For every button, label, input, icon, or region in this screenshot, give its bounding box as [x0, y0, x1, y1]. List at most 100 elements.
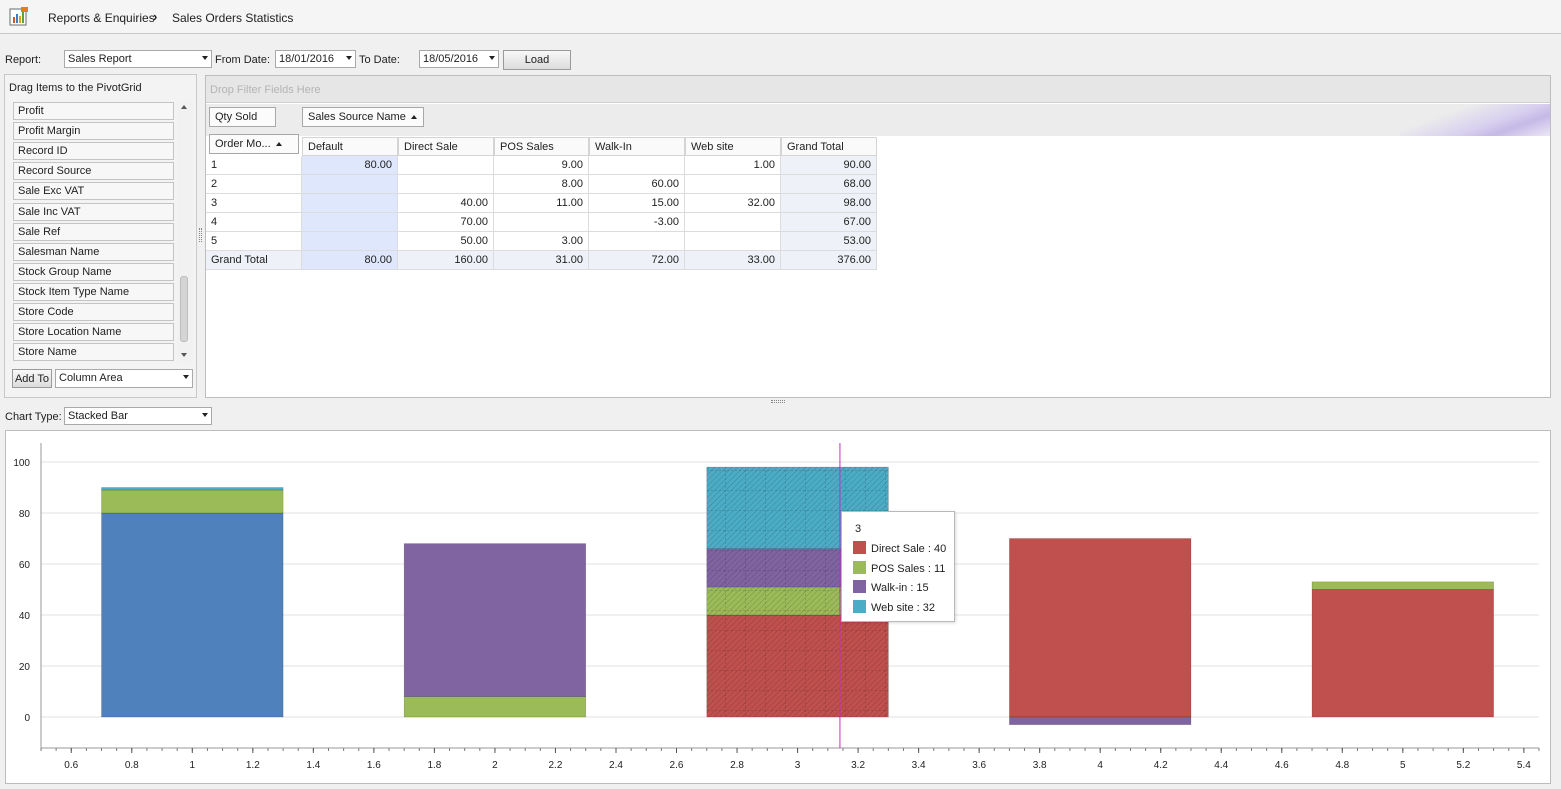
pivot-cell	[494, 213, 589, 232]
y-tick-label: 60	[19, 560, 31, 571]
load-button[interactable]: Load	[503, 50, 571, 70]
field-list-item[interactable]: Store Name	[13, 343, 174, 362]
column-header: Grand Total	[781, 137, 877, 156]
column-field-sales-source[interactable]: Sales Source Name	[302, 107, 424, 127]
pivot-cell	[302, 175, 398, 194]
column-field-label: Sales Source Name	[308, 111, 406, 123]
stacked-bar-chart[interactable]: 0 20 40 60 80 100 0.6 0.8 1 1.2 1.4 1.6 1.8 2 2.2 2.4 2.…	[5, 430, 1551, 784]
pivot-cell: 1.00	[685, 156, 781, 175]
chart-type-label: Chart Type:	[5, 411, 62, 423]
pivot-cell: 31.00	[494, 251, 589, 270]
row-header: 2	[206, 175, 302, 194]
bar-segment	[403, 696, 587, 718]
to-date-value: 18/05/2016	[423, 53, 479, 65]
field-list-item[interactable]: Record Source	[13, 162, 174, 181]
x-tick-label: 1.4	[306, 760, 320, 771]
field-list-item[interactable]: Store Code	[13, 303, 174, 321]
tooltip-item: POS Sales : 11	[853, 560, 946, 575]
tooltip-item-text: Direct Sale : 40	[871, 543, 947, 555]
pivot-cell	[589, 156, 685, 175]
field-list-item[interactable]: Sale Inc VAT	[13, 202, 174, 221]
chevron-down-icon[interactable]	[183, 375, 189, 379]
scroll-down-icon[interactable]	[181, 353, 187, 357]
row-header: 5	[206, 232, 302, 251]
add-to-button[interactable]: Add To	[12, 369, 52, 388]
pivot-cell: 15.00	[589, 194, 685, 213]
filter-drop-placeholder: Drop Filter Fields Here	[210, 84, 321, 96]
field-list-item[interactable]: Profit Margin	[13, 122, 174, 141]
pivot-cell	[685, 232, 781, 251]
pivot-cell: 32.00	[685, 194, 781, 213]
row-header: 3	[206, 194, 302, 213]
bar-segment	[101, 487, 284, 491]
series-swatch	[853, 599, 866, 613]
field-list-item[interactable]: Store Location Name	[13, 323, 174, 342]
horizontal-splitter-handle[interactable]	[771, 400, 785, 403]
field-list-item[interactable]: Salesman Name	[13, 242, 174, 261]
x-tick-label: 3	[795, 760, 801, 771]
to-date-label: To Date:	[359, 54, 400, 66]
pivot-cell	[398, 175, 494, 194]
x-tick-label: 3.2	[851, 760, 865, 771]
to-date-picker[interactable]: 18/05/2016	[419, 50, 499, 68]
x-tick-label: 2.8	[730, 760, 744, 771]
x-tick-label: 0.8	[125, 760, 139, 771]
field-list-item[interactable]: Sale Ref	[13, 222, 174, 241]
from-date-picker[interactable]: 18/01/2016	[275, 50, 356, 68]
pivot-cell: 80.00	[302, 156, 398, 175]
x-tick-label: 5	[1400, 760, 1406, 771]
pivot-cell	[302, 194, 398, 213]
bar-segment	[1311, 581, 1494, 590]
data-header-area	[206, 104, 1550, 136]
x-tick-label: 2.6	[670, 760, 684, 771]
x-tick-label: 2.2	[549, 760, 563, 771]
pivot-cell: 11.00	[494, 194, 589, 213]
pivot-cell: 33.00	[685, 251, 781, 270]
chevron-down-icon[interactable]	[202, 413, 208, 417]
x-tick-label: 3.8	[1033, 760, 1047, 771]
pivot-cell: 3.00	[494, 232, 589, 251]
x-tick-label: 5.2	[1456, 760, 1470, 771]
column-header: Walk-In	[589, 137, 685, 156]
y-tick-label: 20	[19, 662, 31, 673]
column-header: POS Sales	[494, 137, 589, 156]
row-header: 4	[206, 213, 302, 232]
report-select[interactable]: Sales Report	[64, 50, 212, 68]
field-list-item[interactable]: Sale Exc VAT	[13, 182, 174, 201]
breadcrumb-reports-enquiries[interactable]: Reports & Enquiries	[48, 11, 155, 25]
pivot-cell: 90.00	[781, 156, 877, 175]
pivot-cell: 376.00	[781, 251, 877, 270]
field-list-item[interactable]: Stock Group Name	[13, 262, 174, 281]
chevron-down-icon[interactable]	[202, 56, 208, 60]
field-list-item[interactable]: Stock Item Type Name	[13, 282, 174, 301]
pivot-cell	[685, 175, 781, 194]
row-field-order-month[interactable]: Order Mo...	[209, 134, 299, 154]
tooltip-item: Direct Sale : 40	[853, 541, 946, 555]
pivot-cell: 8.00	[494, 175, 589, 194]
pivot-cell	[398, 156, 494, 175]
field-list-item[interactable]: Profit	[13, 102, 174, 120]
area-select[interactable]: Column Area	[55, 369, 193, 388]
chevron-down-icon[interactable]	[346, 56, 352, 60]
chart-type-select[interactable]: Stacked Bar	[64, 407, 212, 425]
field-list-item[interactable]: Record ID	[13, 142, 174, 161]
pivot-cell	[302, 232, 398, 251]
splitter-handle[interactable]	[199, 228, 202, 242]
y-tick-label: 40	[19, 611, 31, 622]
field-list-scroll-thumb[interactable]	[180, 276, 188, 342]
title-bar	[0, 0, 1561, 34]
report-select-value: Sales Report	[68, 53, 132, 65]
x-tick-label: 1	[190, 760, 196, 771]
tooltip-item-text: Walk-in : 15	[871, 582, 929, 594]
pivot-cell: 40.00	[398, 194, 494, 213]
pivot-cell: 9.00	[494, 156, 589, 175]
scroll-up-icon[interactable]	[181, 105, 187, 109]
filter-drop-area[interactable]: Drop Filter Fields Here	[206, 76, 1550, 103]
tooltip-item-text: POS Sales : 11	[871, 562, 946, 575]
pivot-cell: 50.00	[398, 232, 494, 251]
chevron-down-icon[interactable]	[489, 56, 495, 60]
data-field-qty-sold[interactable]: Qty Sold	[209, 107, 276, 127]
x-tick-label: 1.2	[246, 760, 260, 771]
pivot-cell: 67.00	[781, 213, 877, 232]
x-tick-label: 1.6	[367, 760, 381, 771]
